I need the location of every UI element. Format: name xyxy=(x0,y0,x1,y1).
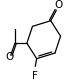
Text: O: O xyxy=(5,52,13,62)
Text: O: O xyxy=(54,0,62,10)
Text: F: F xyxy=(32,71,38,81)
